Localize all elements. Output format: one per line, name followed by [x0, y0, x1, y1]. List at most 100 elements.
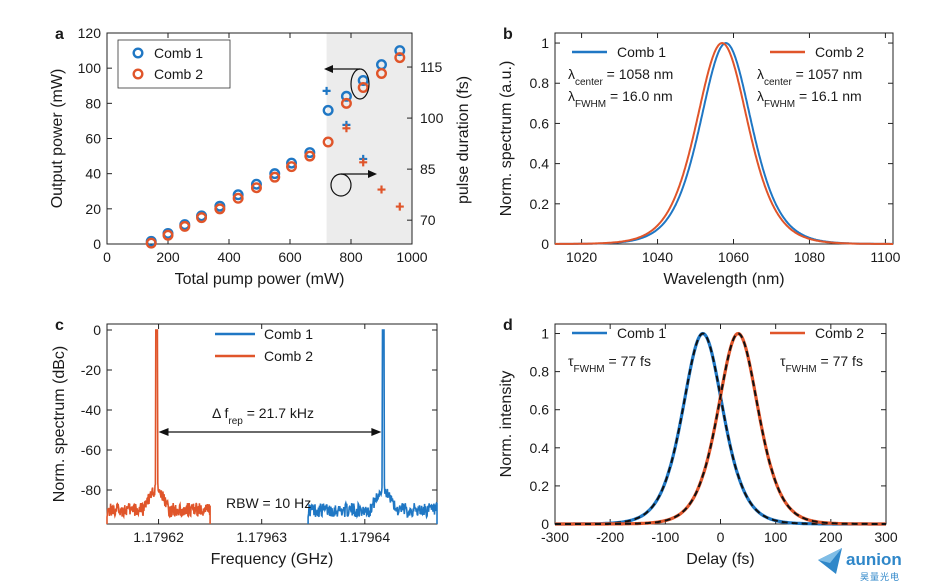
output-power-marker-comb2	[304, 150, 316, 162]
x-axis-label: Delay (fs)	[686, 551, 754, 568]
pulse-duration-marker-comb2	[359, 158, 368, 167]
x-tick-label: 1000	[396, 249, 427, 265]
y2-tick-label: 100	[420, 110, 444, 126]
pulse-duration-marker-comb2	[342, 124, 351, 133]
x-tick-label: -300	[541, 529, 569, 545]
output-power-marker-comb1	[394, 45, 406, 57]
output-power-marker-comb1	[269, 168, 281, 180]
y-tick-label: 80	[85, 95, 101, 111]
y-tick-label: -40	[81, 402, 101, 418]
panel-letter: a	[55, 26, 64, 43]
y-axis-label: Norm. spectrum (dBc)	[51, 346, 68, 502]
arrow-left-head	[324, 65, 333, 73]
watermark-brand: aunion	[846, 550, 902, 569]
panel-letter: d	[503, 317, 513, 334]
x-tick-label: 1.17962	[133, 529, 184, 545]
fit-curve-comb2	[555, 332, 886, 525]
x-tick-label: 600	[278, 249, 302, 265]
y-tick-label: 100	[78, 60, 102, 76]
tau-fwhm-label-comb1: τFWHM = 77 fs	[568, 353, 651, 375]
x-tick-label: 300	[874, 529, 898, 545]
y-tick-label: 0.6	[530, 115, 550, 131]
x-tick-label: 1020	[566, 249, 597, 265]
x-tick-label: 800	[339, 249, 363, 265]
legend-entry: Comb 2	[154, 66, 203, 82]
output-power-marker-comb2	[269, 171, 281, 183]
delta-frep-arrow-head	[371, 428, 382, 436]
y-tick-label: 0.4	[530, 440, 550, 456]
legend-marker-comb2	[132, 68, 144, 80]
output-power-marker-comb1	[286, 157, 298, 169]
y-tick-label: 0.6	[530, 402, 550, 418]
legend-marker-comb1	[132, 47, 144, 59]
y2-axis-label: pulse duration (fs)	[455, 76, 472, 204]
delta-frep-arrow-head	[158, 428, 169, 436]
output-power-marker-comb2	[357, 82, 369, 94]
output-power-marker-comb2	[340, 97, 352, 109]
plot-frame	[106, 323, 438, 525]
x-tick-label: -200	[596, 529, 624, 545]
output-power-marker-comb1	[322, 104, 334, 116]
output-power-marker-comb2	[322, 136, 334, 148]
x-tick-label: 200	[156, 249, 180, 265]
y-tick-label: 120	[78, 25, 102, 41]
fwhm-label: λFWHM = 16.1 nm	[757, 88, 862, 110]
y-tick-label: 0	[541, 516, 549, 532]
panel-d: -300 -200 -100 0 100 200 300 0 0.2 0.4 0.6 0.8 1 Dela…	[498, 317, 898, 568]
delta-frep-label: Δ frep = 21.7 kHz	[212, 405, 314, 427]
x-tick-label: 1.17964	[340, 529, 391, 545]
x-axis-label: Frequency (GHz)	[211, 551, 334, 568]
y-axis-label: Output power (mW)	[49, 69, 66, 209]
watermark-subtitle: 昊量光电	[860, 571, 900, 582]
panel-b: 1020 1040 1060 1080 1100 0 0.2 0.4 0.6 0.8 1 Wavele…	[498, 26, 901, 288]
output-power-marker-comb2	[232, 192, 244, 204]
y-tick-label: 1	[541, 326, 549, 342]
panel-letter: b	[503, 26, 513, 43]
y-tick-label: 0	[541, 236, 549, 252]
x-tick-label: 1080	[794, 249, 825, 265]
y-tick-label: -60	[81, 442, 101, 458]
center-wavelength-label: λcenter = 1058 nm	[568, 66, 673, 88]
output-power-marker-comb1	[250, 178, 262, 190]
legend-entry: Comb 1	[617, 44, 666, 60]
y-tick-label: 0.2	[530, 196, 550, 212]
legend-entry: Comb 2	[815, 44, 864, 60]
panel-a: 0 200 400 600 800 1000 0 20 40 60 80 100 120 Total pu…	[49, 25, 472, 288]
center-wavelength-label: λcenter = 1057 nm	[757, 66, 862, 88]
output-power-marker-comb2	[145, 237, 157, 249]
output-power-marker-comb2	[286, 161, 298, 173]
tau-fwhm-label-comb2: τFWHM = 77 fs	[780, 353, 863, 375]
y-tick-label: 20	[85, 201, 101, 217]
x-tick-label: 200	[819, 529, 843, 545]
legend-entry: Comb 2	[264, 348, 313, 364]
x-tick-label: 0	[717, 529, 725, 545]
x-tick-label: 400	[217, 249, 241, 265]
x-axis-label: Total pump power (mW)	[175, 271, 345, 288]
y-tick-label: 60	[85, 131, 101, 147]
legend-entry: Comb 1	[154, 45, 203, 61]
y-tick-label: 1	[541, 35, 549, 51]
output-power-marker-comb1	[357, 74, 369, 86]
pulse-duration-marker-comb1	[322, 86, 331, 95]
panel-letter: c	[55, 317, 64, 334]
x-tick-label: 0	[103, 249, 111, 265]
y2-tick-label: 70	[420, 212, 436, 228]
plot-frame	[554, 32, 894, 245]
legend-entry: Comb 2	[815, 325, 864, 341]
arrow-right-head	[368, 170, 377, 178]
y-tick-label: 0.2	[530, 478, 550, 494]
legend-entry: Comb 1	[264, 326, 313, 342]
y2-tick-label: 85	[420, 161, 436, 177]
output-power-marker-comb1	[232, 189, 244, 201]
output-power-marker-comb2	[162, 229, 174, 241]
y-tick-label: 0	[93, 322, 101, 338]
y-axis-label: Norm. spectrum (a.u.)	[498, 61, 515, 217]
rf-spectrum-comb1	[307, 329, 438, 524]
output-power-marker-comb1	[304, 147, 316, 159]
output-power-marker-comb2	[179, 220, 191, 232]
output-power-marker-comb2	[214, 203, 226, 215]
output-power-marker-comb2	[196, 212, 208, 224]
shaded-region	[326, 33, 412, 244]
x-tick-label: 1040	[642, 249, 673, 265]
